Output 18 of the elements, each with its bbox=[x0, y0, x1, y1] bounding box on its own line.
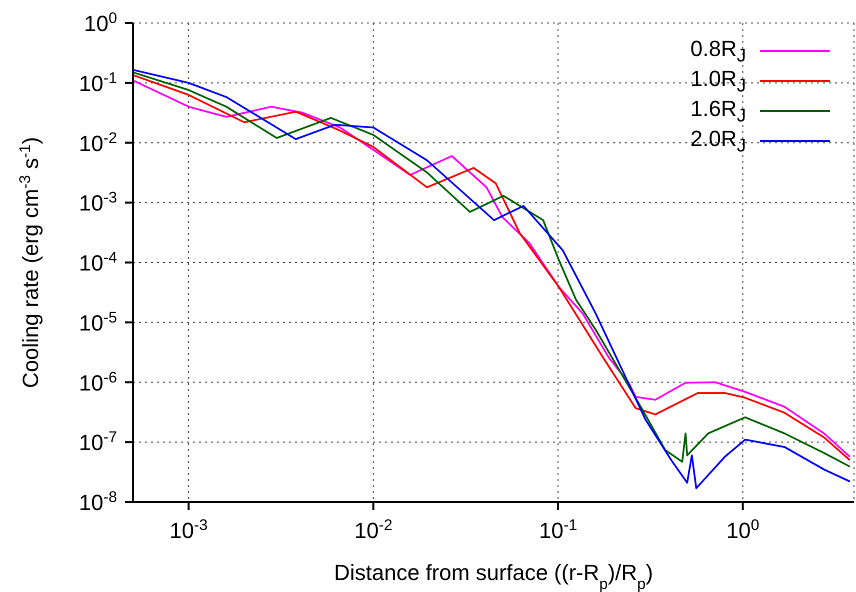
x-axis-title: Distance from surface ((r-R$_{p}$)/R$_{p}$) bbox=[334, 560, 654, 592]
y-tick-label: 10$^{-4}$ bbox=[78, 249, 118, 276]
legend-label: 2.0R$_{J}$ bbox=[690, 126, 746, 156]
y-tick-label: 10$^{0}$ bbox=[84, 10, 117, 36]
legend-label: 1.0R$_{J}$ bbox=[690, 66, 746, 96]
legend-label: 0.8R$_{J}$ bbox=[690, 36, 746, 66]
x-tick-label: 10$^{0}$ bbox=[726, 516, 760, 543]
x-tick-label: 10$^{-1}$ bbox=[538, 516, 578, 543]
y-tick-label: 10$^{-6}$ bbox=[78, 368, 117, 396]
y-tick-label: 10$^{-8}$ bbox=[78, 488, 117, 515]
y-tick-label: 10$^{-7}$ bbox=[78, 428, 117, 456]
y-tick-label: 10$^{-3}$ bbox=[78, 189, 117, 216]
y-tick-label: 10$^{-1}$ bbox=[78, 69, 117, 96]
x-tick-label: 10$^{-3}$ bbox=[170, 516, 208, 543]
legend-label: 1.6R$_{J}$ bbox=[690, 96, 746, 126]
y-tick-label: 10$^{-5}$ bbox=[78, 308, 117, 336]
y-tick-label: 10$^{-2}$ bbox=[78, 129, 117, 156]
x-tick-label: 10$^{-2}$ bbox=[354, 516, 392, 543]
